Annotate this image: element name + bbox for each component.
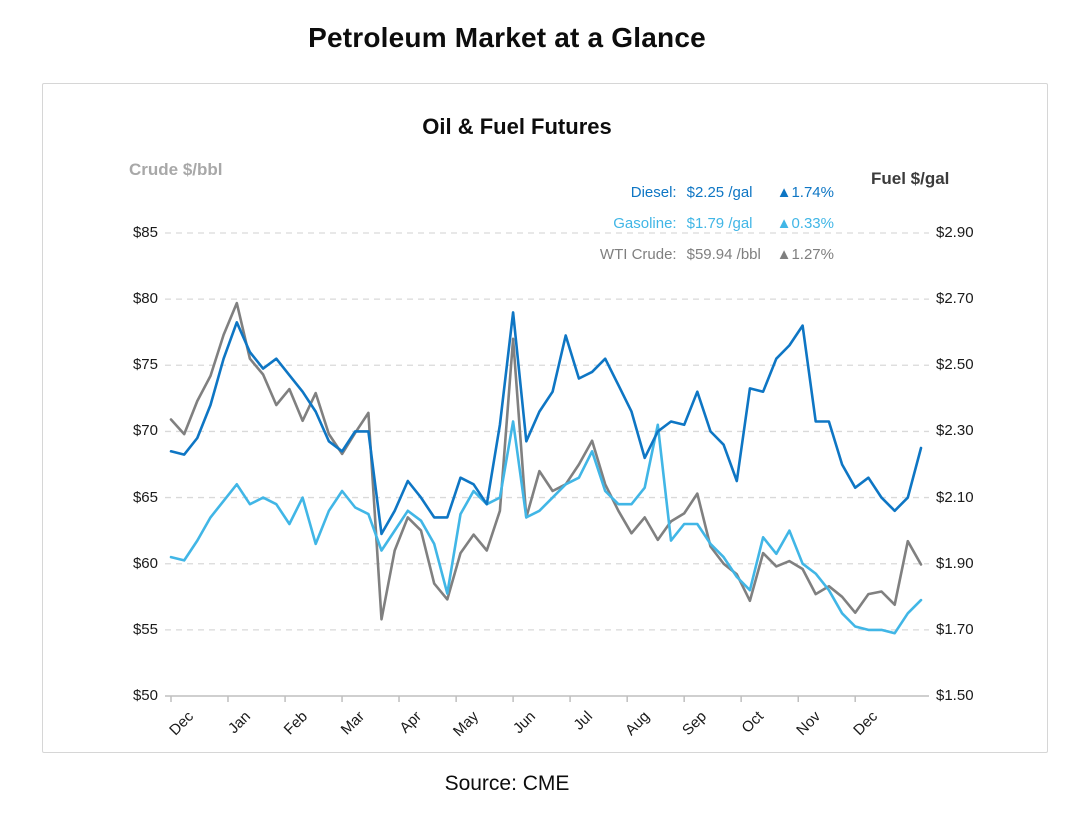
diesel-line <box>169 311 923 536</box>
legend-value-diesel: $2.25 /gal <box>686 184 753 201</box>
chart-legend: Diesel: $2.25 /gal ▲1.74% Gasoline: $1.7… <box>600 185 834 263</box>
legend-change-gasoline: ▲0.33% <box>776 215 834 232</box>
legend-label-wti-crude: WTI Crude: <box>599 246 677 263</box>
chart-card: $85 $80 $75 $70 $65 $60 $55 $50 $2.90 $2.70 $2.50 $… <box>42 83 1048 753</box>
legend-label-diesel: Diesel: <box>630 184 677 201</box>
right-axis-tick-label: $2.30 <box>936 422 974 440</box>
chart-svg <box>165 232 929 702</box>
source-note: Source: CME <box>444 772 570 795</box>
right-axis-tick-label: $2.70 <box>936 290 974 308</box>
page-title: Petroleum Market at a Glance <box>308 22 706 53</box>
right-axis-tick-label: $2.10 <box>936 488 974 506</box>
right-axis-tick-label: $2.90 <box>936 224 974 241</box>
left-axis-tick-label: $50 <box>132 687 158 704</box>
left-axis-tick-label: $80 <box>132 290 158 308</box>
chart-title: Oil & Fuel Futures <box>422 114 612 139</box>
legend-change-wti-crude: ▲1.27% <box>776 246 834 263</box>
chart-area: $85 $80 $75 $70 $65 $60 $55 $50 $2.90 $2.70 $2.50 $… <box>43 84 1049 754</box>
legend-change-diesel: ▲1.74% <box>776 184 834 201</box>
gasoline-line <box>169 420 923 635</box>
right-axis-tick-label: $1.50 <box>936 687 974 704</box>
right-axis-tick-label: $1.90 <box>936 554 974 572</box>
legend-value-wti-crude: $59.94 /bbl <box>686 246 761 263</box>
right-axis-tick-label: $1.70 <box>936 620 974 638</box>
left-axis-tick-label: $60 <box>132 554 158 572</box>
fuel-axis-title: Fuel $/gal <box>871 169 950 188</box>
legend-label-gasoline: Gasoline: <box>613 215 677 232</box>
left-axis-tick-label: $55 <box>132 620 158 638</box>
wti-crude-line <box>169 301 923 621</box>
left-axis-tick-label: $85 <box>132 224 158 241</box>
right-axis-tick-label: $2.50 <box>936 356 974 374</box>
crude-axis-title: Crude $/bbl <box>129 160 223 179</box>
left-axis-tick-label: $70 <box>132 422 158 440</box>
left-axis-tick-label: $75 <box>132 356 158 374</box>
left-axis-tick-label: $65 <box>132 488 158 506</box>
legend-value-gasoline: $1.79 /gal <box>686 215 753 232</box>
